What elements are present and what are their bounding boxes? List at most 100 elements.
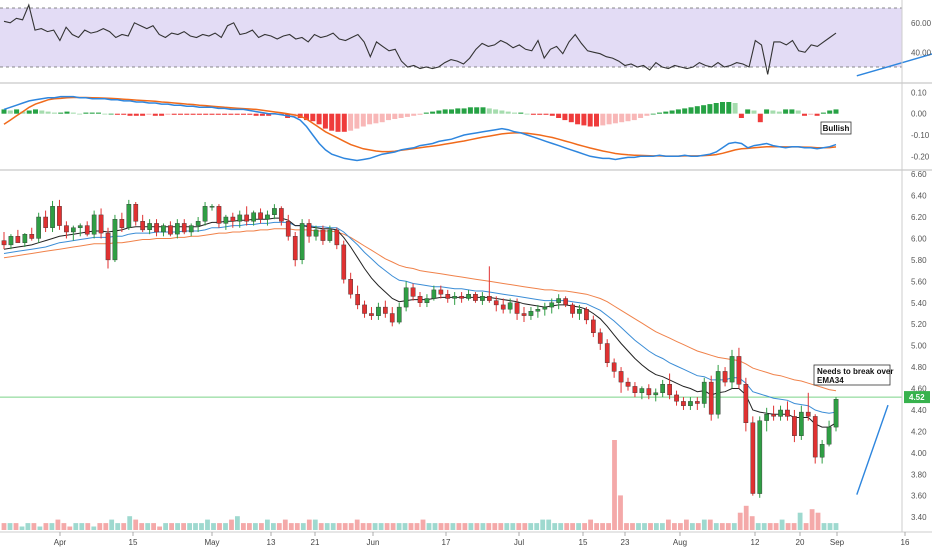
candle-down [84, 225, 90, 235]
volume-bar [761, 523, 767, 530]
macd-histogram-bar [820, 112, 826, 114]
candle-up [452, 296, 458, 299]
candle-up [313, 229, 319, 237]
macd-histogram-bar [575, 113, 581, 125]
volume-bar [606, 523, 611, 530]
volume-bar [396, 523, 402, 530]
macd-histogram-bar [1, 109, 7, 114]
macd-histogram-bar [688, 107, 694, 114]
macd-histogram-bar [20, 111, 26, 114]
macd-histogram-bar [222, 113, 228, 115]
candle-up [535, 309, 541, 312]
last-price-label: 4.52 [909, 393, 925, 402]
macd-histogram-bar [386, 113, 391, 121]
macd-histogram-bar [600, 113, 606, 126]
candle-up [764, 414, 770, 421]
volume-bar [115, 523, 121, 530]
x-tick-label: 15 [129, 538, 138, 547]
candle-up [36, 216, 42, 239]
candle-down [473, 294, 478, 301]
macd-histogram-bar [738, 113, 744, 118]
macd-histogram-bar [650, 113, 656, 115]
macd-histogram-bar [127, 113, 133, 116]
x-tick-label: 13 [267, 538, 276, 547]
price-tick-label: 6.20 [911, 213, 927, 222]
volume-bar [241, 523, 246, 530]
candle-down [140, 221, 146, 231]
x-tick-label: Jun [367, 538, 380, 547]
macd-histogram-bar [316, 113, 322, 125]
macd-histogram-bar [96, 112, 101, 114]
macd-histogram-bar [682, 108, 688, 114]
candle-down [674, 394, 679, 402]
ema-mid-line [3, 221, 837, 414]
volume-bar [145, 523, 151, 530]
candle-up [715, 371, 721, 415]
candle-up [480, 296, 485, 301]
macd-histogram-bar [304, 113, 309, 121]
volume-bar [468, 523, 474, 530]
price-tick-label: 4.20 [911, 427, 927, 436]
volume-bar [229, 519, 234, 530]
candle-up [660, 384, 666, 394]
macd-histogram-bar [556, 113, 562, 118]
macd-histogram-bar [133, 113, 139, 116]
volume-bar [253, 523, 258, 530]
macd-histogram-bar [789, 109, 795, 114]
macd-histogram-bar [247, 113, 253, 115]
bullish-label-box [820, 121, 852, 135]
price-tick-label: 4.80 [911, 363, 927, 372]
macd-histogram-bar [404, 113, 410, 117]
candle-up [577, 309, 582, 314]
candle-down [695, 401, 700, 404]
price-tick-label: 5.00 [911, 342, 927, 351]
candle-down [597, 332, 603, 344]
volume-bar [546, 519, 552, 530]
price-tick-label: 4.00 [911, 449, 927, 458]
volume-bar [121, 523, 127, 530]
volume-bar [474, 523, 480, 530]
volume-bar [420, 519, 426, 530]
volume-bar [336, 523, 342, 530]
volume-bar [821, 523, 827, 530]
macd-histogram-bar [228, 113, 234, 115]
volume-bar [1, 523, 7, 530]
macd-histogram-bar [234, 113, 240, 115]
macd-histogram-bar [39, 110, 45, 114]
volume-bar [749, 516, 755, 530]
volume-bar [354, 519, 360, 530]
macd-histogram-bar [461, 108, 467, 114]
volume-bar [294, 523, 300, 530]
price-tick-label: 5.60 [911, 277, 927, 286]
candle-up [112, 218, 118, 261]
macd-histogram-bar [776, 111, 782, 114]
macd-histogram-bar [196, 113, 202, 115]
volume-bar [402, 523, 408, 530]
ema34-note-line2: EMA34 [817, 376, 844, 385]
volume-bar [49, 523, 55, 530]
volume-bar [558, 523, 564, 530]
volume-bar [456, 523, 462, 530]
candle-up [188, 225, 194, 233]
candle-down [57, 206, 62, 226]
volume-bar [372, 523, 378, 530]
macd-histogram-bar [70, 112, 76, 114]
candle-down [722, 371, 728, 383]
macd-histogram-bar [606, 113, 612, 125]
candle-up [778, 409, 783, 417]
candle-down [500, 304, 506, 310]
macd-histogram-bar [58, 112, 64, 114]
volume-bar [737, 512, 743, 530]
macd-histogram-bar [322, 113, 328, 129]
volume-bar [13, 523, 19, 530]
candle-down [258, 212, 263, 220]
volume-bar [348, 523, 354, 530]
macd-histogram-bar [783, 109, 789, 114]
price-tick-label: 6.00 [911, 234, 927, 243]
ema34-note-line1: Needs to break over [817, 367, 893, 376]
volume-bar [588, 519, 593, 530]
candle-up [757, 420, 763, 494]
volume-bar [19, 526, 25, 530]
volume-bar [414, 523, 420, 530]
